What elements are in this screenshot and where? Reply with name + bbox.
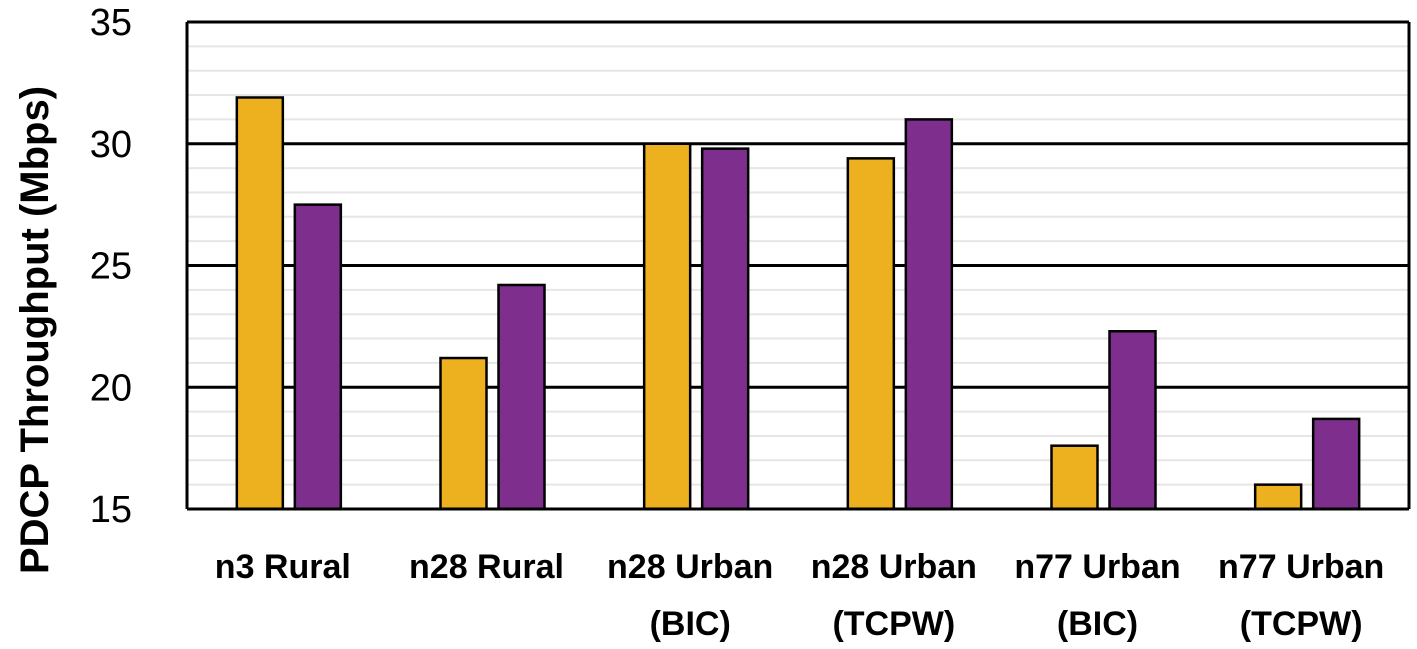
plot-frame bbox=[185, 22, 1411, 511]
major-gridlines bbox=[187, 20, 1409, 389]
bar-series1-cat4 bbox=[846, 157, 896, 511]
x-tick-label: n77 Urban bbox=[1218, 548, 1384, 586]
bar-series1-cat1 bbox=[235, 96, 285, 511]
bar-series1-cat5 bbox=[1050, 444, 1099, 511]
y-tick-label: 35 bbox=[90, 2, 132, 44]
x-tick-labels: n3 Rural n28 Rural n28 Urban (BIC) n28 Urban… bbox=[215, 548, 1384, 643]
bar-series2-cat6 bbox=[1311, 417, 1361, 511]
x-tick-label: (BIC) bbox=[1057, 605, 1138, 643]
x-tick-label: (TCPW) bbox=[832, 605, 955, 643]
bar-series2-cat4 bbox=[904, 118, 954, 511]
y-tick-labels: 15 20 25 30 35 bbox=[90, 2, 132, 531]
y-tick-label: 15 bbox=[90, 489, 132, 531]
y-tick-label: 30 bbox=[90, 124, 132, 166]
bars-group bbox=[235, 96, 1361, 511]
x-tick-label: n3 Rural bbox=[215, 548, 351, 586]
x-tick-label: n28 Urban bbox=[607, 548, 773, 586]
bar-series1-cat3 bbox=[642, 142, 692, 511]
x-tick-label: n28 Rural bbox=[409, 548, 564, 586]
x-tick-label: (TCPW) bbox=[1240, 605, 1363, 643]
bar-series2-cat1 bbox=[293, 203, 343, 511]
bar-series2-cat3 bbox=[700, 147, 750, 511]
x-tick-label: n77 Urban bbox=[1014, 548, 1180, 586]
x-tick-label: n28 Urban bbox=[811, 548, 977, 586]
y-tick-label: 25 bbox=[90, 246, 132, 288]
bar-series2-cat2 bbox=[497, 283, 546, 511]
y-tick-label: 20 bbox=[90, 367, 132, 409]
minor-gridlines bbox=[187, 45, 1409, 486]
x-tick-label: (BIC) bbox=[650, 605, 731, 643]
bar-series2-cat5 bbox=[1108, 329, 1157, 511]
bar-series1-cat2 bbox=[439, 356, 488, 511]
y-axis-label: PDCP Throughput (Mbps) bbox=[13, 86, 57, 574]
bar-series1-cat6 bbox=[1253, 483, 1303, 511]
